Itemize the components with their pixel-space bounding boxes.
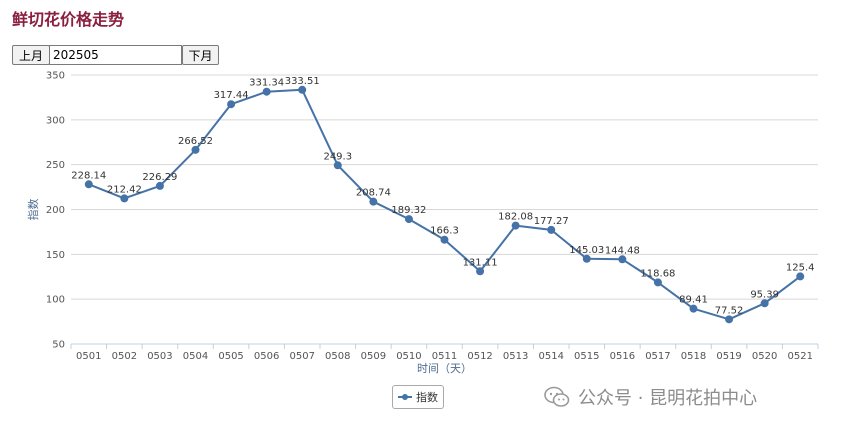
data-label: 125.4	[786, 262, 815, 273]
data-point	[547, 225, 556, 234]
y-tick-label: 150	[46, 250, 65, 261]
data-label: 208.74	[356, 188, 391, 199]
watermark-text: 公众号 · 昆明花拍中心	[578, 388, 758, 409]
prev-month-button[interactable]: 上月	[12, 45, 50, 65]
x-tick-label: 0512	[467, 351, 492, 362]
data-label: 266.52	[178, 136, 213, 147]
data-point	[582, 254, 591, 263]
data-label: 212.42	[107, 184, 142, 195]
data-point	[191, 145, 200, 154]
data-label: 145.03	[569, 245, 604, 256]
data-point	[404, 215, 413, 224]
data-label: 189.32	[391, 205, 426, 216]
data-label: 228.14	[71, 170, 106, 181]
x-tick-label: 0515	[574, 351, 599, 362]
y-tick-label: 300	[46, 115, 65, 126]
data-point	[369, 197, 378, 206]
data-label: 317.44	[214, 90, 249, 101]
x-tick-label: 0502	[112, 351, 137, 362]
y-tick-label: 250	[46, 160, 65, 171]
legend-swatch	[398, 393, 412, 401]
data-label: 118.68	[640, 268, 675, 279]
data-label: 95.39	[750, 289, 779, 300]
month-input[interactable]	[49, 45, 182, 65]
data-point	[653, 278, 662, 287]
next-month-button[interactable]: 下月	[182, 45, 219, 65]
data-point	[227, 100, 236, 109]
data-point	[262, 87, 271, 96]
data-label: 333.51	[285, 76, 320, 87]
data-label: 331.34	[249, 78, 284, 89]
data-point	[689, 304, 698, 313]
legend-label: 指数	[416, 391, 438, 404]
y-tick-label: 350	[46, 71, 65, 82]
watermark: 公众号 · 昆明花拍中心	[544, 383, 757, 411]
x-tick-label: 0514	[538, 351, 563, 362]
data-point	[796, 272, 805, 281]
x-tick-label: 0507	[289, 351, 314, 362]
x-tick-label: 0503	[147, 351, 172, 362]
x-tick-label: 0509	[361, 351, 386, 362]
data-point	[760, 299, 769, 308]
x-tick-label: 0519	[716, 351, 741, 362]
data-label: 77.52	[715, 305, 744, 316]
x-tick-label: 0501	[76, 351, 101, 362]
wechat-icon	[544, 386, 570, 407]
x-tick-label: 0518	[681, 351, 706, 362]
x-tick-label: 0511	[432, 351, 457, 362]
x-tick-label: 0516	[610, 351, 635, 362]
data-point	[84, 180, 93, 189]
data-label: 177.27	[534, 216, 569, 227]
x-tick-label: 0504	[183, 351, 208, 362]
x-tick-label: 0506	[254, 351, 279, 362]
x-tick-label: 0513	[503, 351, 528, 362]
data-point	[333, 161, 342, 170]
data-label: 249.3	[323, 151, 352, 162]
y-tick-label: 100	[46, 295, 65, 306]
data-point	[155, 181, 164, 190]
data-point	[476, 267, 485, 276]
x-tick-label: 0520	[752, 351, 777, 362]
data-label: 144.48	[605, 245, 640, 256]
data-label: 131.11	[463, 257, 498, 268]
chart-legend[interactable]: 指数	[392, 385, 444, 409]
data-label: 166.3	[430, 226, 459, 237]
data-label: 182.08	[498, 212, 533, 223]
y-tick-label: 50	[52, 340, 65, 351]
x-tick-label: 0508	[325, 351, 350, 362]
x-tick-label: 0505	[218, 351, 243, 362]
data-point	[298, 85, 307, 94]
x-tick-label: 0517	[645, 351, 670, 362]
data-point	[511, 221, 520, 230]
data-point	[440, 235, 449, 244]
x-tick-label: 0521	[787, 351, 812, 362]
data-point	[618, 255, 627, 264]
x-tick-label: 0510	[396, 351, 421, 362]
x-axis-title: 时间（天）	[417, 362, 472, 375]
series-line	[88, 88, 801, 321]
data-point	[725, 315, 734, 324]
y-axis-title: 指数	[26, 199, 40, 221]
data-label: 226.29	[142, 172, 177, 183]
page-title: 鲜切花价格走势	[12, 10, 125, 29]
data-label: 89.41	[679, 295, 708, 306]
y-tick-label: 200	[46, 205, 65, 216]
data-point	[120, 194, 129, 203]
